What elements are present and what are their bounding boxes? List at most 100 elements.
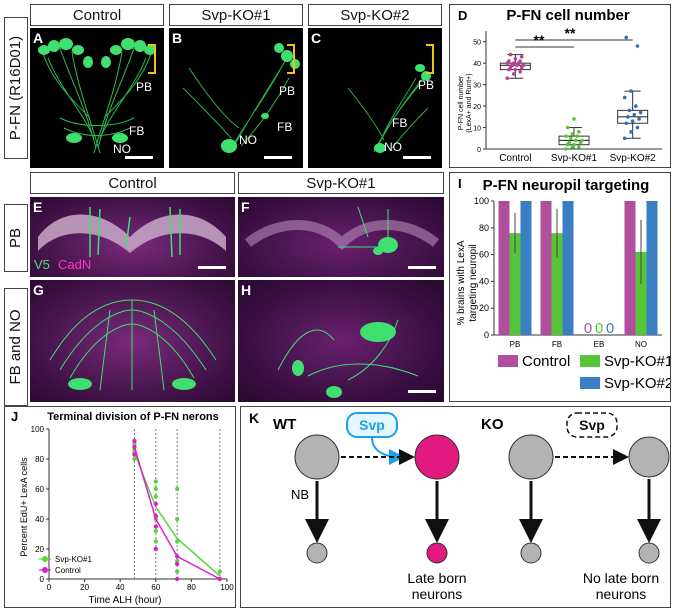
d-xtick-label: Svp-KO#1 — [551, 153, 598, 164]
d-ytick-label: 40 — [473, 61, 481, 68]
d-ytick-label: 0 — [477, 147, 481, 154]
d-xtick-label: Svp-KO#2 — [610, 153, 657, 164]
ko-no-late-born-1: No late born — [583, 570, 659, 586]
i-xtick-label: PB — [510, 340, 521, 349]
panel-b-bracket — [287, 44, 295, 74]
header-ko1: Svp-KO#1 — [169, 4, 303, 26]
j-xtick-label: 60 — [151, 583, 160, 592]
j-point — [174, 539, 180, 544]
panel-b-neurons — [182, 43, 300, 153]
ko-nb-circle — [508, 434, 554, 480]
j-point — [132, 452, 137, 457]
panel-e-stain-v5: V5 — [34, 257, 50, 272]
wt-svp-arrow — [371, 436, 405, 465]
j-ytick-label: 20 — [35, 545, 44, 554]
j-point — [132, 438, 137, 444]
panel-c-scalebar — [403, 156, 431, 159]
d-point — [505, 76, 510, 80]
i-ytick-label: 100 — [474, 196, 489, 206]
panel-d-title: P-FN cell number — [506, 7, 630, 24]
d-point — [572, 142, 576, 147]
panel-f-scalebar — [408, 266, 436, 269]
j-ytick-label: 0 — [40, 575, 45, 584]
panel-i-bars — [498, 201, 658, 335]
j-point — [153, 479, 158, 484]
j-point — [174, 561, 180, 567]
panel-e-bridge — [38, 206, 226, 258]
d-point — [564, 147, 568, 151]
i-bar — [635, 251, 647, 335]
j-point — [153, 513, 158, 519]
panel-a-scalebar — [125, 156, 153, 159]
row1-side-label: P-FN (R16D01) — [4, 17, 28, 159]
panel-j-marks — [132, 438, 223, 582]
panel-e-image: E V5 CadN — [30, 197, 235, 277]
j-point — [153, 528, 158, 534]
panel-k-letter: K — [249, 410, 259, 426]
i-bar — [520, 201, 532, 335]
panel-h-neurons — [277, 319, 419, 398]
panel-a-letter: A — [33, 30, 44, 46]
panel-d-letter: D — [458, 8, 467, 23]
i-ytick-label: 60 — [479, 250, 489, 260]
panel-h-letter: H — [241, 282, 252, 298]
panel-e-scalebar — [198, 266, 226, 269]
panel-d-ylabel-1: P-FN cell number — [458, 75, 465, 130]
legend-swatch-ko1 — [580, 355, 600, 367]
header-ko1-2: Svp-KO#1 — [238, 172, 444, 194]
legend-swatch-control — [498, 355, 518, 367]
j-point — [174, 569, 180, 574]
panel-d-sig-1: ** — [534, 32, 545, 48]
j-xtick-label: 40 — [116, 583, 125, 592]
panel-c-fb: FB — [392, 116, 408, 130]
i-zero-mark: 0 — [606, 320, 614, 337]
i-bar — [646, 201, 658, 335]
j-point — [153, 524, 158, 529]
wt-late-born-1: Late born — [407, 570, 466, 586]
panel-c-letter: C — [311, 30, 322, 46]
j-series-line — [133, 446, 221, 580]
j-point — [174, 516, 180, 522]
d-point — [630, 119, 635, 123]
ko-no-late-born-2: neurons — [596, 586, 647, 602]
d-point — [624, 121, 629, 126]
ko-early-neuron — [520, 542, 542, 564]
panel-c-pb: PB — [418, 78, 435, 92]
d-point — [518, 69, 522, 74]
panel-j-xlabel: Time ALH (hour) — [89, 595, 162, 606]
row2-side-label-pb: PB — [4, 204, 28, 272]
d-point — [570, 132, 575, 136]
panel-i-title: P-FN neuropil targeting — [483, 177, 650, 194]
header-ko2: Svp-KO#2 — [308, 4, 442, 26]
header-control: Control — [30, 4, 164, 26]
d-point — [634, 104, 638, 108]
panel-a-image: A PB FB NO — [30, 28, 164, 168]
i-ytick-label: 20 — [479, 303, 489, 313]
d-xtick-label: Control — [499, 153, 531, 164]
d-point — [518, 59, 522, 63]
panel-d: D P-FN cell number P-FN cell number (Lex… — [449, 4, 671, 168]
panel-a-fb: FB — [129, 124, 145, 138]
d-point — [629, 130, 633, 134]
i-xtick-label: EB — [594, 340, 605, 349]
panel-f-bridge — [244, 206, 440, 255]
panel-b-fb: FB — [277, 120, 293, 134]
d-point — [511, 72, 516, 76]
i-zero-mark: 0 — [595, 320, 603, 337]
panel-a-bracket — [148, 44, 156, 74]
j-legend-label-control: Control — [55, 566, 81, 575]
ko-late-nb-circle — [628, 436, 670, 478]
d-point — [629, 89, 633, 93]
j-ytick-label: 60 — [35, 485, 44, 494]
i-xtick-label: FB — [552, 340, 562, 349]
header-control-2: Control — [30, 172, 235, 194]
d-point — [627, 108, 632, 113]
legend-swatch-ko2 — [580, 377, 600, 389]
panel-a-neurons — [38, 38, 156, 154]
panel-i-letter: I — [458, 176, 462, 191]
d-point — [513, 57, 518, 61]
panel-d-ylabel-2: (LexA+ and Runt+) — [466, 73, 473, 132]
panel-h-scalebar — [408, 390, 436, 393]
i-xtick-label: NO — [635, 340, 647, 349]
panel-c-no: NO — [384, 140, 402, 154]
